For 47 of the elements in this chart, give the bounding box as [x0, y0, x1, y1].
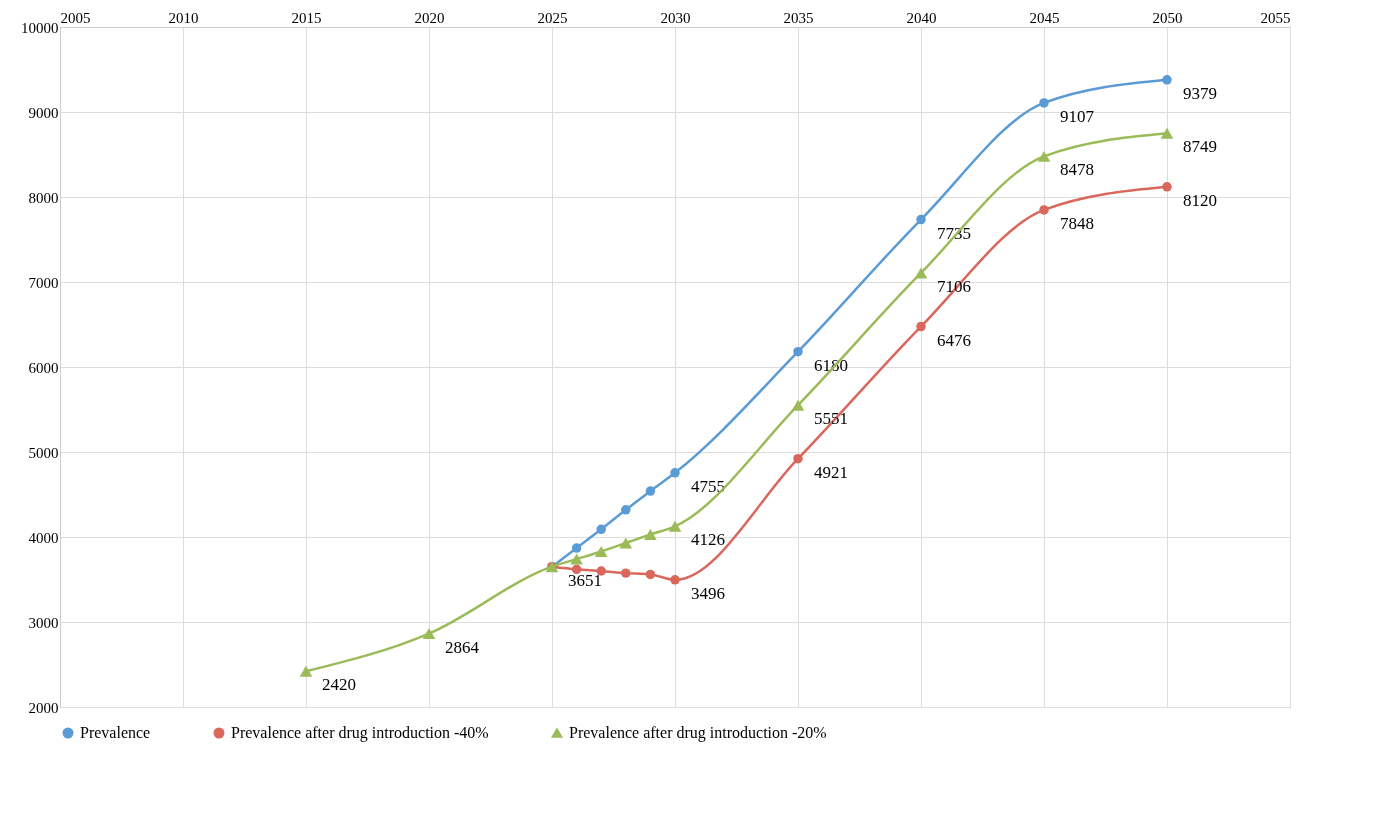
point: [668, 520, 682, 532]
x-tick-label: 2015: [291, 9, 322, 26]
y-tick-label: 8000: [28, 189, 59, 206]
legend-label: Prevalence after drug introduction -20%: [569, 724, 827, 742]
data-label: 6476: [937, 330, 971, 350]
data-label: 4921: [814, 462, 848, 482]
legend-label: Prevalence: [80, 724, 151, 741]
point: [914, 267, 928, 279]
point: [644, 528, 657, 540]
x-tick-label: 2045: [1029, 9, 1060, 26]
x-tick-label: 2035: [783, 9, 814, 26]
data-label: 3496: [691, 583, 725, 603]
x-tick-label: 2005: [60, 9, 91, 26]
data-label: 2864: [445, 637, 480, 657]
y-tick-label: 10000: [21, 19, 59, 36]
point: [422, 628, 436, 640]
data-label: 3651: [568, 570, 602, 590]
point: [791, 399, 805, 411]
y-tick-label: 5000: [28, 444, 59, 461]
data-label: 8749: [1183, 137, 1217, 157]
data-label: 4755: [691, 476, 725, 496]
x-tick-label: 2030: [660, 9, 691, 26]
y-tick-label: 6000: [28, 359, 59, 376]
data-label: 8120: [1183, 190, 1217, 210]
point: [1160, 127, 1174, 139]
x-tick-label: 2055: [1260, 9, 1291, 26]
point: [619, 537, 633, 549]
y-tick-label: 7000: [28, 274, 59, 291]
data-label: 9379: [1183, 83, 1217, 103]
data-label: 8478: [1060, 160, 1094, 180]
point: [1037, 150, 1051, 162]
x-tick-label: 2020: [414, 9, 445, 26]
y-tick-label: 3000: [28, 614, 59, 631]
x-tick-label: 2010: [168, 9, 199, 26]
y-tick-label: 4000: [28, 529, 59, 546]
data-label: 7848: [1060, 213, 1094, 233]
x-tick-label: 2040: [906, 9, 937, 26]
point: [594, 545, 608, 557]
data-label: 2420: [322, 675, 356, 695]
y-tick-label: 9000: [28, 104, 59, 121]
legend-label: Prevalence after drug introduction -40%: [231, 724, 489, 742]
x-tick-label: 2050: [1152, 9, 1183, 26]
data-label: 4126: [691, 530, 725, 550]
y-tick-label: 2000: [28, 699, 59, 716]
x-tick-label: 2025: [537, 9, 568, 26]
point: [299, 665, 313, 677]
data-label: 9107: [1060, 106, 1095, 126]
